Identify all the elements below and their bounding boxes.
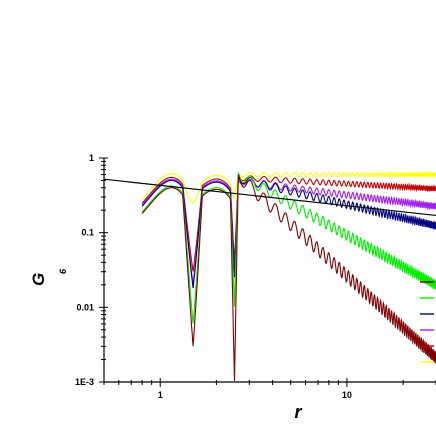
y-tick-label: 1E-3: [75, 377, 94, 387]
y-tick-label: 0.01: [76, 302, 94, 312]
series-line-6: [141, 174, 436, 382]
axes: 1 0.1 0.01 1E-3 1 10: [75, 153, 436, 400]
fit-line: [104, 178, 436, 217]
series-line-5: [141, 171, 436, 324]
x-tick-label: 1: [158, 390, 163, 400]
x-axis-title: r: [294, 402, 302, 422]
x-tick-label: 10: [342, 390, 352, 400]
y-axis-title-subscript: 6: [58, 268, 68, 274]
legend: [420, 281, 434, 363]
series-layer: [104, 170, 436, 382]
y-tick-label: 1: [89, 153, 94, 163]
y-axis-title: G: [29, 273, 48, 286]
series-line-2: [141, 175, 436, 272]
series-line-4: [141, 176, 436, 289]
series-line-1: [141, 170, 436, 204]
y-tick-label: 0.1: [81, 228, 94, 238]
